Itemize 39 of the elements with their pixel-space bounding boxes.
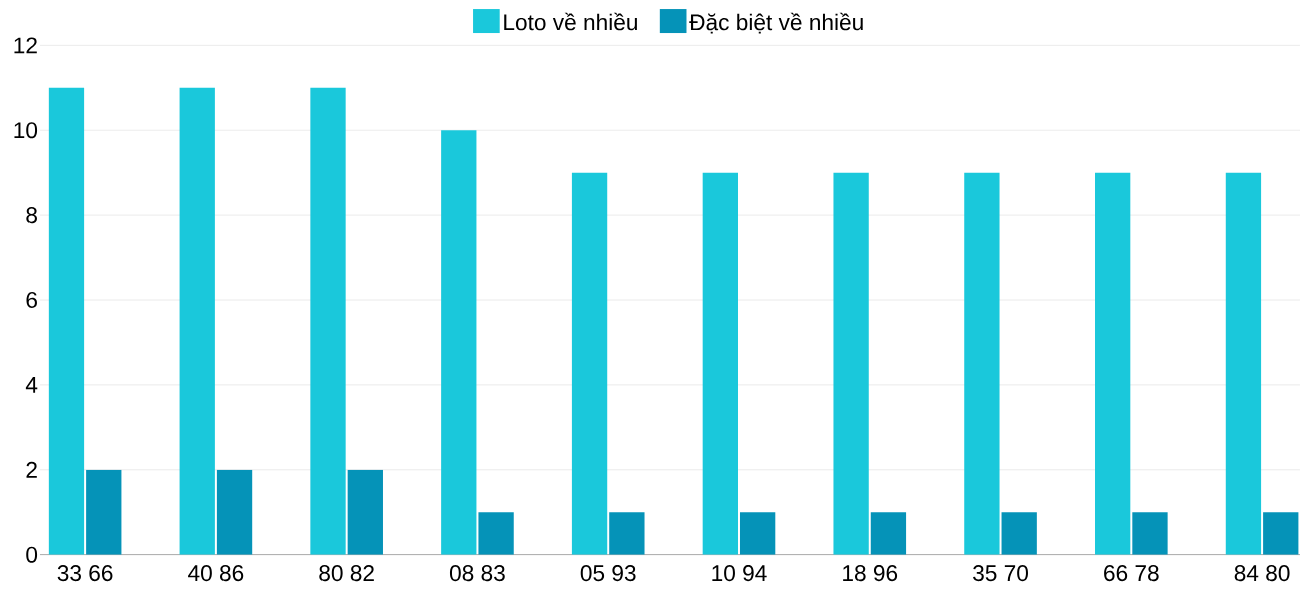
bar: [347, 469, 383, 555]
x-tick-label: 18 96: [843, 565, 898, 582]
x-tick-label: 80 82: [319, 565, 374, 582]
bar: [310, 87, 346, 555]
bar: [179, 87, 215, 555]
y-tick-label: 10: [14, 122, 38, 139]
bar: [478, 512, 514, 555]
x-tick-label: 10 94: [712, 565, 767, 582]
bar: [609, 512, 645, 555]
y-tick-label: 12: [14, 37, 37, 54]
x-tick-label: 08 83: [449, 565, 505, 582]
y-tick-label: 4: [25, 377, 38, 393]
bar: [48, 87, 85, 555]
bar: [571, 172, 608, 555]
bar: [833, 172, 869, 555]
x-tick-label: 33 66: [57, 565, 113, 582]
legend-label: Đặc biệt về nhiều: [689, 12, 863, 34]
bar: [1132, 512, 1168, 555]
bar: [1263, 512, 1299, 555]
legend-label: Loto về nhiều: [504, 12, 637, 31]
bar: [964, 172, 1000, 555]
x-tick-label: 66 78: [1104, 565, 1159, 582]
y-tick-label: 8: [26, 207, 37, 224]
y-tick-label: 6: [26, 291, 37, 309]
bar: [1001, 512, 1037, 555]
bar: [870, 512, 907, 555]
bar: [1225, 172, 1262, 555]
x-tick-label: 84 80: [1234, 565, 1290, 582]
bar: [216, 469, 253, 555]
x-tick-label: 35 70: [973, 565, 1028, 582]
bar: [702, 172, 738, 555]
bar: [739, 512, 776, 555]
bar: [86, 469, 122, 555]
y-tick-label: 0: [26, 546, 38, 563]
y-tick-label: 2: [26, 461, 37, 478]
x-tick-label: 40 86: [188, 565, 244, 582]
x-tick-label: 05 93: [580, 565, 636, 582]
bar: [1095, 172, 1131, 555]
bar: [441, 130, 477, 555]
